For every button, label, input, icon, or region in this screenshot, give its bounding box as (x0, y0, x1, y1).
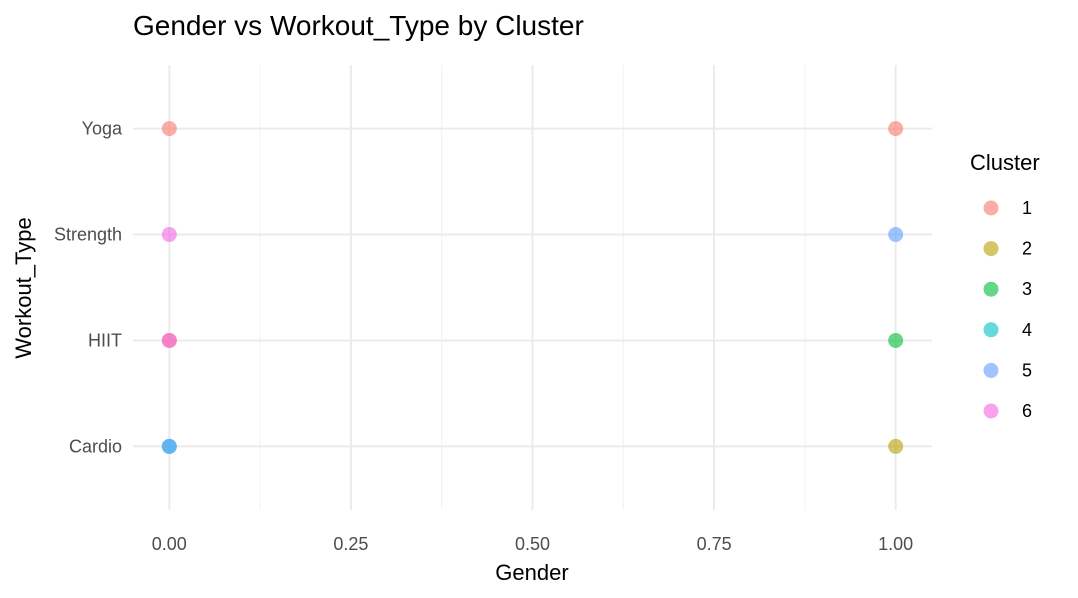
legend-title: Cluster (970, 150, 1040, 175)
legend-label: 5 (1022, 360, 1032, 380)
y-axis-title: Workout_Type (11, 217, 36, 358)
chart-title: Gender vs Workout_Type by Cluster (133, 10, 584, 41)
data-point (161, 438, 177, 454)
legend-key (983, 322, 999, 338)
grid-lines (133, 65, 932, 510)
legend-label: 6 (1022, 401, 1032, 421)
legend-key (983, 200, 999, 216)
y-tick-label: Cardio (69, 436, 122, 456)
data-points (161, 121, 904, 454)
legend-label: 4 (1022, 320, 1032, 340)
x-tick-label: 1.00 (878, 534, 913, 554)
legend-key (983, 403, 999, 419)
x-tick-label: 0.75 (697, 534, 732, 554)
axis-ticks: 0.00 0.25 0.50 0.75 1.00 Cardio HIIT Strength Yo… (54, 119, 913, 554)
data-point (161, 332, 177, 348)
legend: Cluster 1 2 3 4 5 6 (970, 150, 1040, 421)
data-point (888, 121, 904, 137)
y-tick-label: Strength (54, 225, 122, 245)
legend-label: 2 (1022, 239, 1032, 259)
x-axis-title: Gender (495, 560, 568, 585)
y-tick-label: Yoga (82, 119, 123, 139)
y-tick-label: HIIT (88, 330, 122, 350)
x-tick-label: 0.00 (152, 534, 187, 554)
legend-label: 3 (1022, 279, 1032, 299)
data-point (888, 227, 904, 243)
data-point (888, 332, 904, 348)
x-tick-label: 0.50 (515, 534, 550, 554)
legend-label: 1 (1022, 198, 1032, 218)
x-tick-label: 0.25 (333, 534, 368, 554)
legend-key (983, 362, 999, 378)
legend-key (983, 241, 999, 257)
data-point (161, 121, 177, 137)
data-point (161, 227, 177, 243)
data-point (888, 438, 904, 454)
legend-key (983, 281, 999, 297)
